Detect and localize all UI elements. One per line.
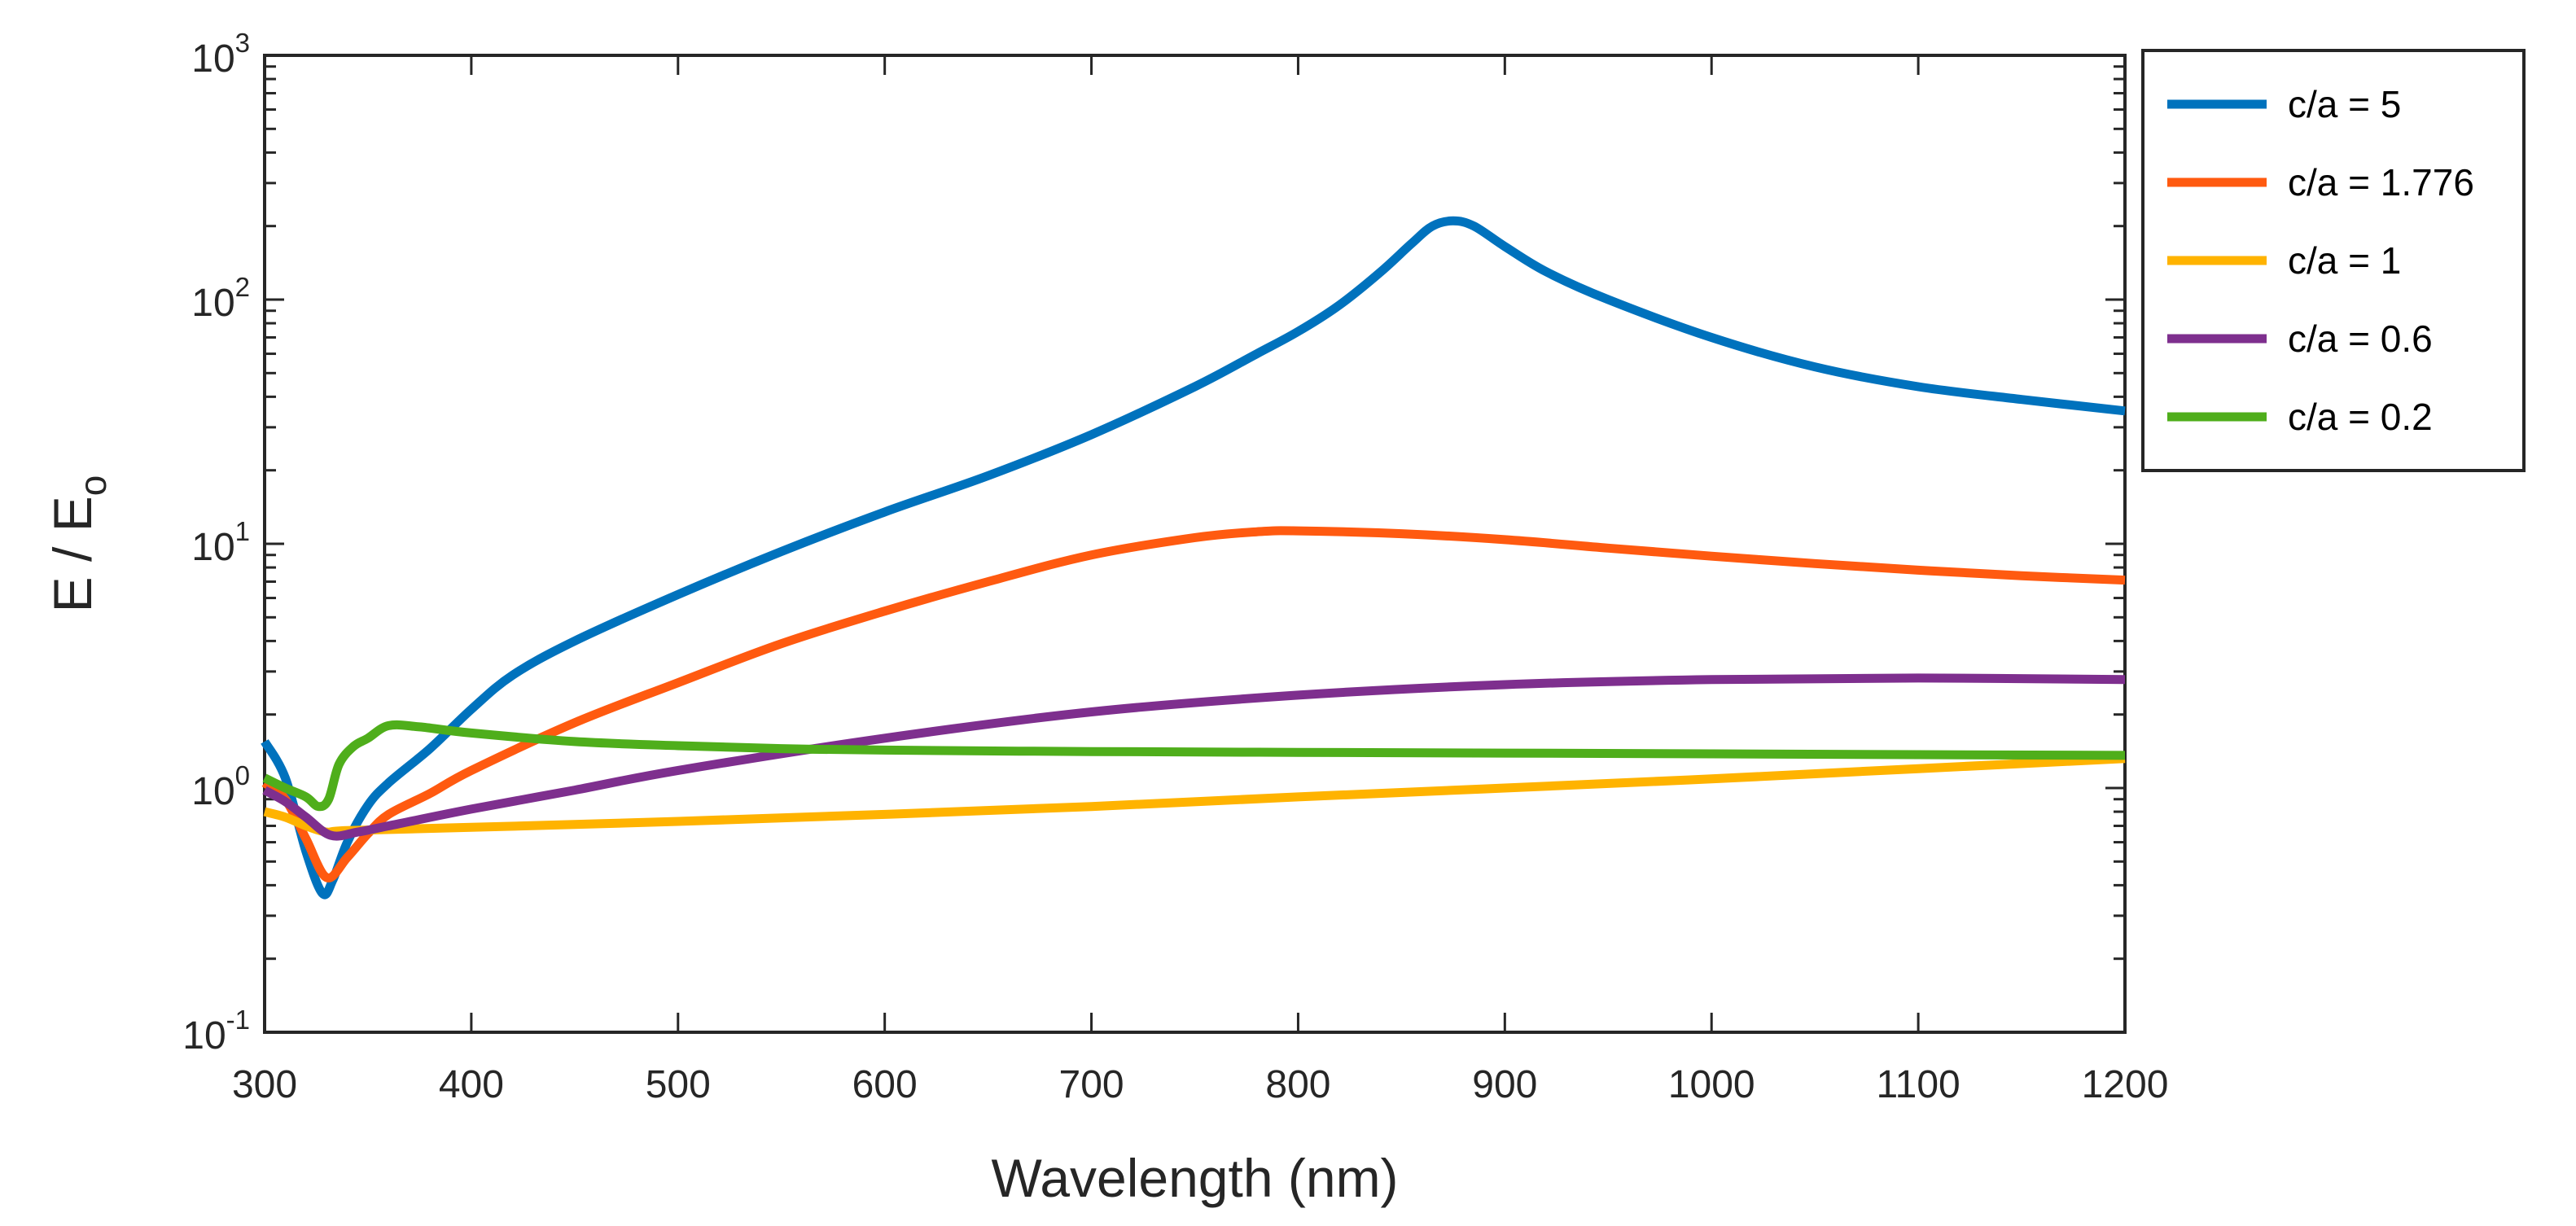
y-tick-label: 10-1 [182,1005,250,1057]
y-axis-label-base: E / E [42,496,103,612]
y-tick-base: 10 [191,282,234,325]
x-tick-label: 600 [852,1063,918,1106]
plot-area [261,54,2127,1034]
x-tick-label: 700 [1059,1063,1124,1106]
series-group [261,216,2126,900]
x-tick-label: 500 [646,1063,711,1106]
x-tick-label: 400 [439,1063,504,1106]
legend-label-3: c/a = 1 [2288,239,2401,282]
y-tick-label: 103 [191,28,250,81]
y-tick-exponent: 2 [235,272,250,302]
y-tick-base: 10 [182,1014,226,1057]
x-tick-label: 1000 [1668,1063,1755,1106]
y-tick-exponent: 3 [235,28,250,58]
y-tick-exponent: 1 [235,516,250,546]
x-tick-label: 1100 [1877,1063,1960,1106]
y-tick-label: 102 [191,272,250,325]
series-line-1 [261,216,2126,900]
legend-label-5: c/a = 0.2 [2288,396,2433,438]
minor-ticks [263,54,2127,1034]
y-tick-label: 101 [191,516,250,569]
y-tick-exponent: -1 [226,1005,250,1035]
y-tick-base: 10 [191,526,234,569]
y-tick-base: 10 [191,770,234,813]
x-tick-label: 300 [232,1063,297,1106]
series-line-4 [262,673,2126,841]
y-tick-exponent: 0 [235,760,250,790]
legend: c/a = 5 c/a = 1.776 c/a = 1 c/a = 0.6 c/a = … [2141,49,2526,472]
y-axis-label: E / Eo [42,475,114,613]
y-tick-base: 10 [191,37,234,81]
legend-label-1: c/a = 5 [2288,83,2401,125]
y-axis-label-subscript: o [72,475,114,497]
y-tick-label: 100 [191,760,250,813]
series-line-5 [262,720,2126,812]
x-tick-label: 1200 [2082,1063,2169,1106]
x-axis: 300 400 500 600 700 800 900 1000 1100 1200 [232,1063,2168,1106]
legend-label-2: c/a = 1.776 [2288,161,2474,204]
x-tick-label: 800 [1265,1063,1330,1106]
legend-label-4: c/a = 0.6 [2288,317,2433,360]
x-tick-label: 900 [1472,1063,1537,1106]
x-axis-label: Wavelength (nm) [991,1148,1398,1208]
